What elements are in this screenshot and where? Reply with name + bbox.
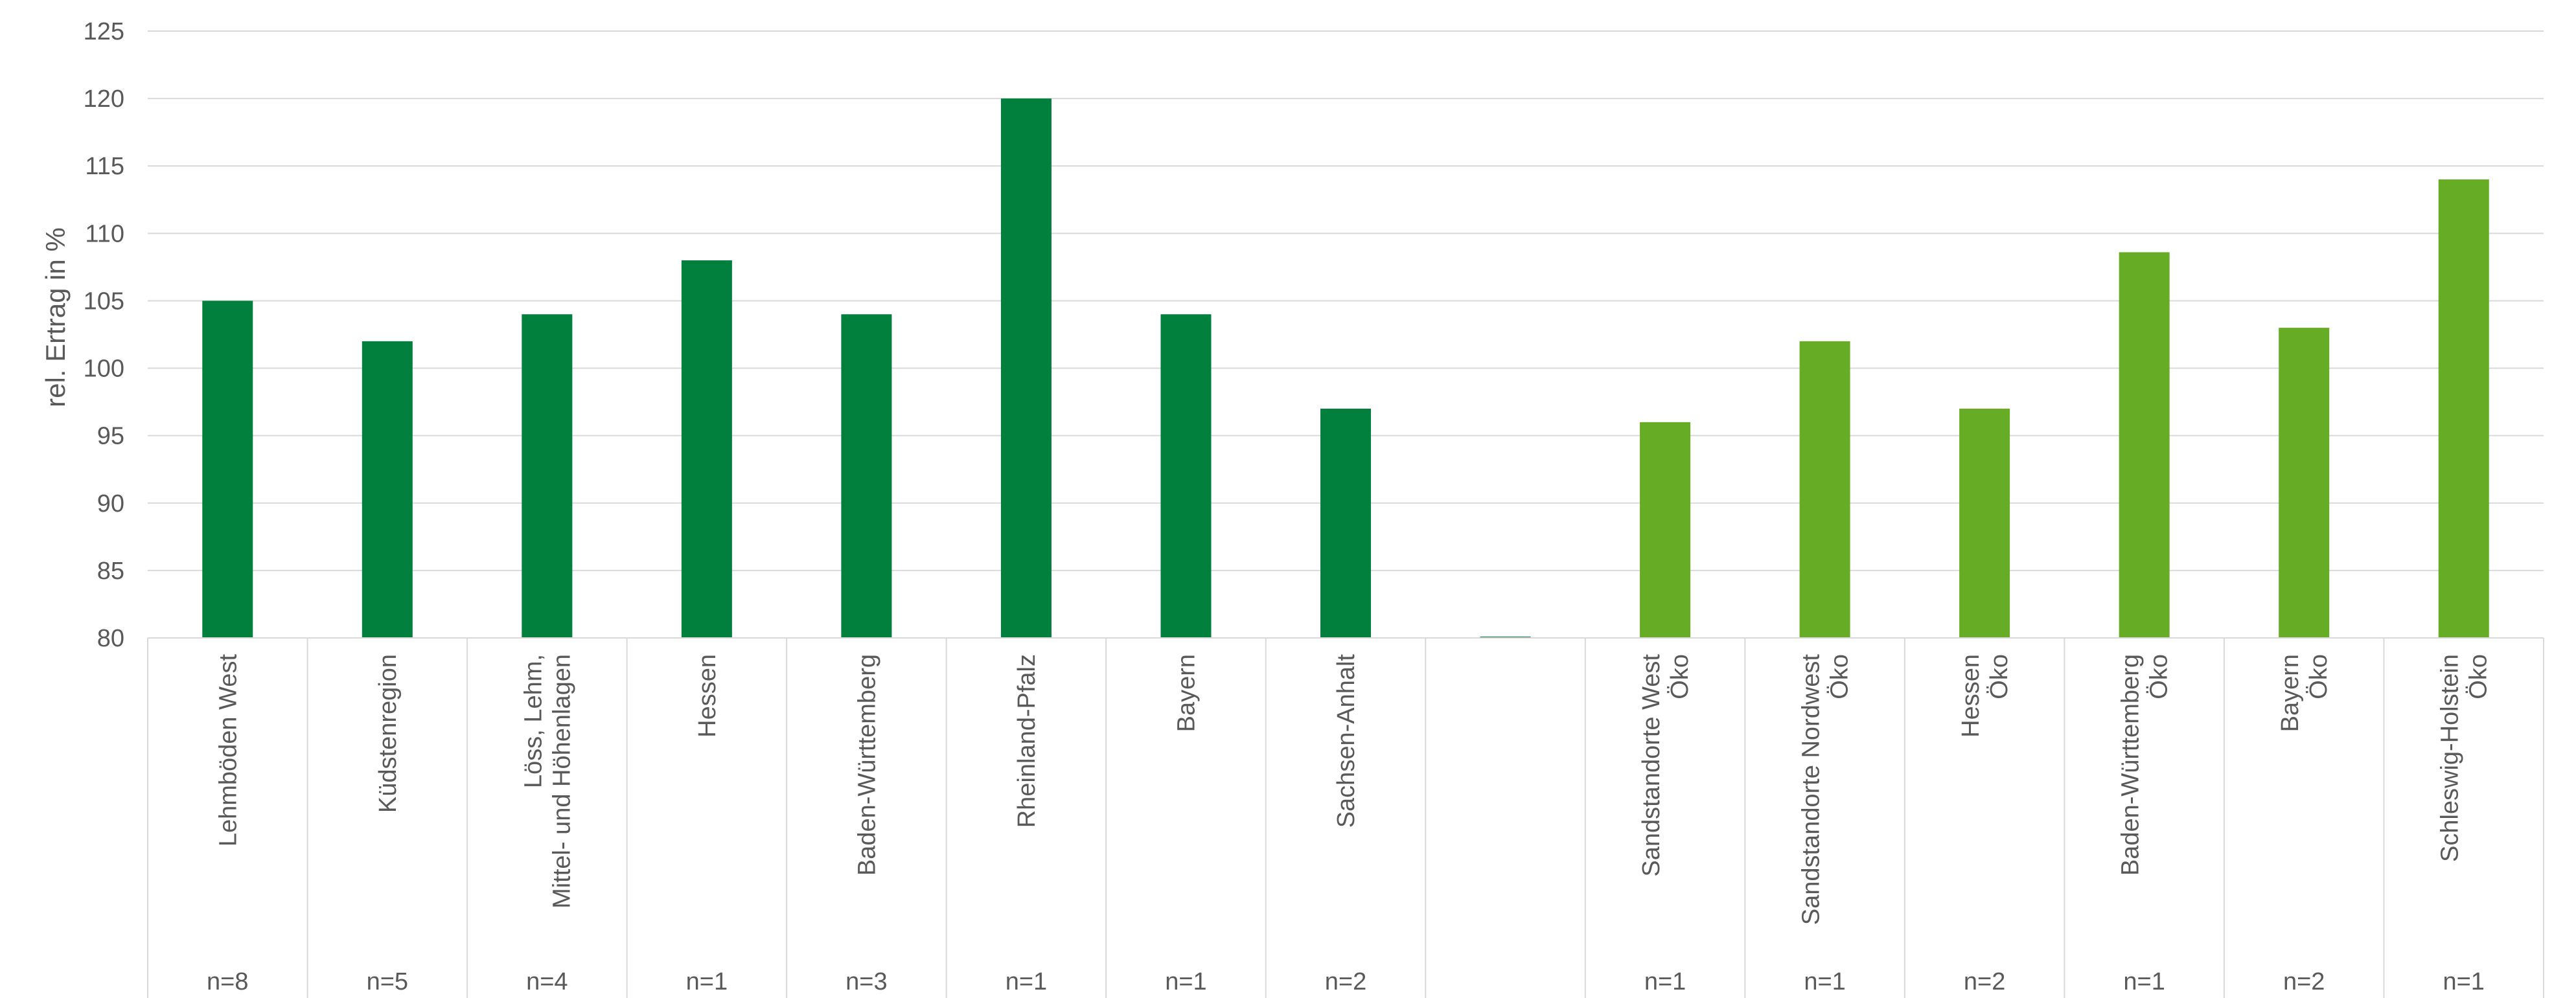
category-label-line: Öko	[2146, 654, 2173, 699]
y-tick-label: 85	[97, 558, 124, 585]
sample-size-label: n=1	[1006, 968, 1047, 995]
category-label-line: Öko	[2305, 654, 2332, 699]
y-tick-label: 120	[84, 85, 124, 113]
y-axis-label: rel. Ertrag in %	[40, 227, 71, 407]
category-label: Sandstandorte WestÖko	[1638, 654, 1694, 877]
category-axis	[147, 637, 2544, 998]
bar	[2279, 328, 2330, 638]
category-label: Sandstandorte NordwestÖko	[1798, 654, 1854, 925]
sample-size-label: n=4	[526, 968, 568, 995]
bar	[2438, 179, 2489, 638]
category-label: HessenÖko	[1957, 654, 2013, 738]
category-label-line: Öko	[1986, 654, 2013, 699]
sample-size-label: n=8	[207, 968, 248, 995]
sample-size-labels: n=8 n=5 n=4 n=1 n=3 n=1 n=1 n=2 n=1 n=1 n=2 n=1 n=2 n…	[207, 968, 2485, 995]
category-label: Schleswig-HolsteinÖko	[2437, 654, 2492, 862]
category-label-line: Sandstandorte Nordwest	[1798, 654, 1825, 925]
category-label-line: Hessen	[694, 654, 721, 738]
bar	[362, 341, 413, 638]
sample-size-label: n=1	[2443, 968, 2484, 995]
category-label-line: Bayern	[1173, 654, 1200, 732]
y-tick-label: 115	[85, 153, 124, 180]
category-label: Löss, Lehm,Mittel- und Höhenlagen	[520, 654, 575, 909]
category-labels: Lehmböden West Küdstenregion Löss, Lehm,Mi…	[214, 654, 2492, 925]
sample-size-label: n=2	[2283, 968, 2325, 995]
y-tick-label: 95	[97, 423, 124, 450]
category-label: Lehmböden West	[214, 654, 242, 847]
category-label-line: Küdstenregion	[374, 654, 402, 813]
category-label-line: Baden-Württemberg	[2117, 654, 2145, 876]
category-label-line: Sandstandorte West	[1638, 654, 1665, 877]
sample-size-label: n=1	[1165, 968, 1206, 995]
bar	[522, 314, 573, 638]
category-label: Sachsen-Anhalt	[1333, 654, 1360, 828]
bar	[681, 260, 732, 638]
category-label-line: Rheinland-Pfalz	[1013, 654, 1041, 828]
bar	[1959, 409, 2010, 638]
bar	[1160, 314, 1212, 638]
category-label-line: Baden-Württemberg	[853, 654, 880, 876]
category-label-line: Mittel- und Höhenlagen	[548, 654, 575, 909]
category-label: Rheinland-Pfalz	[1013, 654, 1041, 828]
bar	[1799, 341, 1850, 638]
sample-size-label: n=1	[1804, 968, 1845, 995]
category-label: Bayern	[1173, 654, 1200, 732]
y-tick-label: 100	[84, 356, 124, 383]
bars	[202, 98, 2489, 639]
bar	[1320, 409, 1371, 638]
y-tick-label: 105	[84, 288, 124, 315]
bar	[1000, 98, 1052, 639]
sample-size-label: n=1	[1644, 968, 1686, 995]
category-label-line: Sachsen-Anhalt	[1333, 654, 1360, 828]
sample-size-label: n=2	[1325, 968, 1366, 995]
sample-size-label: n=1	[686, 968, 728, 995]
category-label-line: Öko	[1826, 654, 1854, 699]
category-label-line: Hessen	[1957, 654, 1984, 738]
y-axis-ticks: 80 85 90 95 100 105 110 115 120 125	[84, 18, 124, 652]
y-tick-label: 80	[97, 625, 124, 652]
bar	[841, 314, 892, 638]
category-label-line: Löss, Lehm,	[520, 654, 547, 788]
category-label: BayernÖko	[2277, 654, 2332, 732]
category-label: Hessen	[694, 654, 721, 738]
sample-size-label: n=2	[1964, 968, 2005, 995]
category-label-line: Lehmböden West	[214, 654, 242, 847]
category-label: Baden-WürttembergÖko	[2117, 654, 2173, 876]
y-tick-label: 110	[85, 220, 124, 247]
y-tick-label: 125	[84, 18, 124, 45]
category-label-line: Öko	[1666, 654, 1694, 699]
sample-size-label: n=3	[845, 968, 887, 995]
y-tick-label: 90	[97, 490, 124, 517]
category-label: Küdstenregion	[374, 654, 402, 813]
category-label-line: Schleswig-Holstein	[2437, 654, 2464, 862]
category-label: Baden-Württemberg	[853, 654, 880, 876]
bar	[2119, 252, 2170, 638]
bar	[202, 301, 253, 638]
category-label-line: Öko	[2465, 654, 2492, 699]
sample-size-label: n=5	[367, 968, 408, 995]
bar	[1640, 422, 1691, 638]
sample-size-label: n=1	[2123, 968, 2165, 995]
category-label-line: Bayern	[2277, 654, 2304, 732]
